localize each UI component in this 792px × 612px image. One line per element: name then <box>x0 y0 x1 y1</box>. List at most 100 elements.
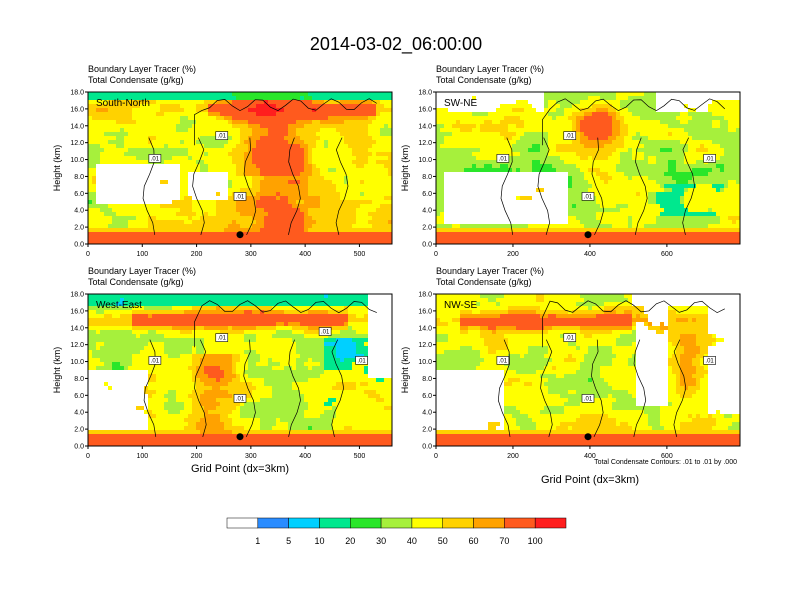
contour-label-box <box>581 192 595 201</box>
y-tick-label: 10.0 <box>418 359 432 366</box>
colorbar-swatch <box>226 517 259 529</box>
contour-label: .01 <box>151 156 160 162</box>
panel-frame <box>87 91 393 245</box>
y-tick-label: 2.0 <box>422 427 432 434</box>
contour-line <box>243 339 256 438</box>
y-tick-label: 16.0 <box>70 308 84 315</box>
tracer-field <box>436 92 741 245</box>
y-tick-label: 2.0 <box>74 225 84 232</box>
x-axis-title-left: Grid Point (dx=3km) <box>191 463 289 475</box>
contour-label-box <box>215 131 229 140</box>
y-tick-label: 0.0 <box>422 242 432 249</box>
y-tick-label: 12.0 <box>70 342 84 349</box>
contour-line <box>591 137 605 236</box>
y-tick-label: 16.0 <box>418 308 432 315</box>
contour-line <box>243 137 257 236</box>
contour-line <box>331 339 344 437</box>
y-tick-label: 14.0 <box>70 325 84 332</box>
contour-label-box <box>148 356 162 365</box>
colorbar-swatch <box>288 517 320 529</box>
tracer-field <box>436 294 741 447</box>
contour-line <box>497 339 511 437</box>
contour-line <box>591 339 604 438</box>
colorbar-label: 70 <box>499 536 509 546</box>
colorbar-label: 1 <box>255 536 260 546</box>
contour-label: .01 <box>218 336 227 342</box>
colorbar-label: 100 <box>528 536 543 546</box>
contour-label: .01 <box>218 134 227 140</box>
y-tick-label: 16.0 <box>70 106 84 113</box>
panel-nw-se: 0.0 2.0 4.0 6.0 8.0 10.0 12.0 14.0 16.0 18.0 0 200 4… <box>400 266 741 460</box>
contour-label-box <box>233 192 247 201</box>
panel-west-east: 0.0 2.0 4.0 6.0 8.0 10.0 12.0 14.0 16.0 18.0 0 100 2… <box>52 266 393 460</box>
x-tick-label: 0 <box>86 251 90 258</box>
x-axis-title-right: Grid Point (dx=3km) <box>541 474 639 486</box>
x-tick-label: 600 <box>661 251 673 258</box>
y-tick-label: 14.0 <box>70 123 84 130</box>
y-tick-label: 18.0 <box>70 90 84 97</box>
colorbar-swatch <box>319 517 351 529</box>
contour-line <box>288 137 301 235</box>
y-tick-label: 12.0 <box>70 140 84 147</box>
x-tick-label: 400 <box>584 251 596 258</box>
colorbar-label: 30 <box>376 536 386 546</box>
contour-label-box <box>581 394 595 403</box>
contour-label-box <box>703 356 716 365</box>
contour-label-box <box>148 154 162 163</box>
panel-header-tracer: Boundary Layer Tracer (%) <box>88 266 196 276</box>
contour-line <box>194 300 377 348</box>
contour-line <box>634 137 648 235</box>
contour-label-box <box>496 356 510 365</box>
contour-line <box>673 339 687 437</box>
x-tick-label: 600 <box>661 453 673 460</box>
condensate-contours <box>142 98 377 236</box>
x-tick-label: 200 <box>507 251 519 258</box>
contour-label-box <box>318 327 332 336</box>
x-tick-label: 200 <box>191 251 203 258</box>
contour-label: .01 <box>566 336 575 342</box>
y-tick-label: 16.0 <box>418 106 432 113</box>
contour-label-box <box>215 333 229 342</box>
y-tick-label: 12.0 <box>418 140 432 147</box>
x-tick-label: 200 <box>191 453 203 460</box>
y-axis-title: Height (km) <box>52 145 62 192</box>
y-tick-label: 10.0 <box>70 359 84 366</box>
y-axis-title: Height (km) <box>52 347 62 394</box>
panel-header-tracer: Boundary Layer Tracer (%) <box>436 266 544 276</box>
y-tick-label: 14.0 <box>418 123 432 130</box>
colorbar-label: 10 <box>314 536 324 546</box>
contour-line <box>192 137 205 235</box>
contour-line <box>542 300 725 348</box>
y-tick-label: 18.0 <box>70 292 84 299</box>
x-tick-label: 300 <box>245 251 257 258</box>
y-tick-label: 10.0 <box>418 157 432 164</box>
contour-line <box>537 137 550 235</box>
panel-label: South-North <box>96 98 150 109</box>
y-tick-label: 6.0 <box>422 191 432 198</box>
y-axis-title: Height (km) <box>400 145 410 192</box>
contour-footnote: Total Condensate Contours: .01 to .01 by… <box>594 459 737 466</box>
tracer-field <box>88 294 393 447</box>
contour-label: .01 <box>499 156 508 162</box>
colorbar-label: 50 <box>438 536 448 546</box>
panel-frame <box>435 91 741 245</box>
contour-label-box <box>703 154 716 163</box>
contour-line <box>194 98 377 146</box>
y-tick-label: 4.0 <box>74 208 84 215</box>
x-tick-label: 0 <box>434 453 438 460</box>
x-tick-label: 500 <box>354 251 366 258</box>
contour-line <box>542 98 726 146</box>
colorbar-swatch <box>534 517 567 529</box>
location-marker <box>236 433 244 441</box>
contour-label: .01 <box>236 194 245 200</box>
y-tick-label: 8.0 <box>422 376 432 383</box>
colorbar: 1 5 10 20 30 40 50 60 70 100 <box>226 517 567 546</box>
contour-label: .01 <box>566 134 575 140</box>
panel-header-tracer: Boundary Layer Tracer (%) <box>88 64 196 74</box>
contour-label: .01 <box>321 330 330 336</box>
contour-label: .01 <box>151 358 160 364</box>
contour-label-box <box>355 356 368 365</box>
condensate-contours <box>497 300 725 438</box>
y-tick-label: 0.0 <box>422 444 432 451</box>
